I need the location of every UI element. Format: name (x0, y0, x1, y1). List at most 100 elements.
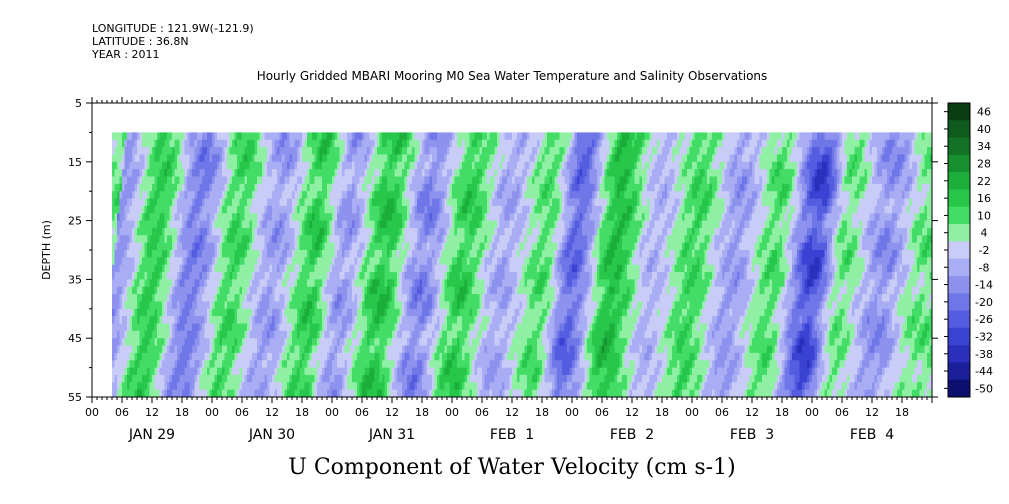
heatmap-cell (282, 242, 285, 251)
heatmap-cell (402, 308, 405, 317)
heatmap-cell (394, 367, 398, 376)
heatmap-cell (404, 235, 408, 244)
heatmap-cell (184, 213, 188, 221)
heatmap-cell (399, 198, 403, 207)
heatmap-cell (272, 220, 275, 229)
heatmap-cell (152, 213, 155, 221)
heatmap-cell (437, 242, 440, 251)
heatmap-cell (362, 213, 365, 221)
heatmap-cell (329, 279, 333, 288)
heatmap-cell (359, 286, 363, 295)
heatmap-cell (112, 198, 115, 207)
heatmap-cell (189, 301, 193, 310)
heatmap-cell (372, 198, 375, 207)
heatmap-cell (304, 294, 308, 302)
heatmap-cell (259, 250, 263, 258)
heatmap-cell (157, 367, 160, 376)
heatmap-cell (432, 132, 435, 141)
heatmap-cell (334, 294, 338, 302)
heatmap-cell (227, 191, 230, 199)
heatmap-cell (144, 213, 148, 221)
heatmap-cell (274, 352, 278, 361)
heatmap-cell (239, 374, 243, 383)
heatmap-cell (387, 382, 390, 391)
heatmap-cell (237, 250, 240, 258)
heatmap-cell (332, 294, 335, 302)
heatmap-cell (279, 257, 283, 266)
heatmap-cell (447, 272, 450, 280)
heatmap-cell (382, 220, 385, 229)
heatmap-cell (157, 205, 160, 214)
heatmap-cell (422, 382, 425, 391)
heatmap-cell (147, 183, 150, 192)
heatmap-cell (392, 169, 395, 177)
heatmap-cell (447, 161, 450, 170)
heatmap-cell (449, 235, 453, 244)
heatmap-cell (297, 382, 300, 391)
heatmap-cell (247, 213, 250, 221)
heatmap-cell (264, 264, 268, 273)
heatmap-cell (122, 374, 125, 383)
heatmap-cell (154, 374, 158, 383)
heatmap-cell (234, 242, 238, 251)
heatmap-cell (452, 139, 455, 148)
heatmap-cell (434, 294, 438, 302)
heatmap-cell (337, 154, 340, 163)
heatmap-cell (122, 235, 125, 244)
heatmap-cell (284, 169, 288, 177)
heatmap-cell (187, 352, 190, 361)
heatmap-cell (452, 352, 455, 361)
heatmap-cell (322, 250, 325, 258)
heatmap-cell (424, 220, 428, 229)
heatmap-cell (392, 301, 395, 310)
heatmap-cell (402, 139, 405, 148)
heatmap-cell (214, 389, 218, 398)
heatmap-cell (349, 264, 353, 273)
heatmap-cell (302, 367, 305, 376)
heatmap-cell (452, 374, 455, 383)
heatmap-cell (164, 132, 168, 141)
heatmap-cell (184, 352, 188, 361)
heatmap-cell (234, 147, 238, 155)
heatmap-cell (394, 389, 398, 398)
heatmap-cell (367, 272, 370, 280)
heatmap-cell (437, 257, 440, 266)
heatmap-cell (234, 220, 238, 229)
heatmap-cell (192, 286, 195, 295)
heatmap-cell (192, 360, 195, 368)
heatmap-cell (167, 279, 170, 288)
heatmap-cell (264, 154, 268, 163)
heatmap-cell (134, 242, 138, 251)
heatmap-cell (432, 139, 435, 148)
heatmap-cell (419, 257, 423, 266)
heatmap-cell (174, 183, 178, 192)
heatmap-cell (407, 132, 410, 141)
heatmap-cell (437, 301, 440, 310)
heatmap-cell (242, 330, 245, 339)
heatmap-cell (219, 264, 223, 273)
heatmap-cell (414, 286, 418, 295)
heatmap-cell (114, 345, 118, 354)
heatmap-cell (242, 169, 245, 177)
heatmap-cell (129, 132, 133, 141)
heatmap-cell (262, 279, 265, 288)
heatmap-cell (309, 132, 313, 141)
heatmap-cell (329, 286, 333, 295)
heatmap-cell (339, 154, 343, 163)
heatmap-cell (162, 250, 165, 258)
heatmap-cell (314, 191, 318, 199)
heatmap-cell (174, 147, 178, 155)
heatmap-cell (449, 213, 453, 221)
heatmap-cell (324, 264, 328, 273)
heatmap-cell (329, 389, 333, 398)
heatmap-cell (412, 154, 415, 163)
heatmap-cell (294, 264, 298, 273)
heatmap-cell (344, 330, 348, 339)
heatmap-cell (292, 389, 295, 398)
heatmap-cell (174, 257, 178, 266)
heatmap-cell (284, 286, 288, 295)
heatmap-cell (149, 132, 153, 141)
heatmap-cell (254, 132, 258, 141)
heatmap-cell (372, 161, 375, 170)
heatmap-cell (194, 257, 198, 266)
